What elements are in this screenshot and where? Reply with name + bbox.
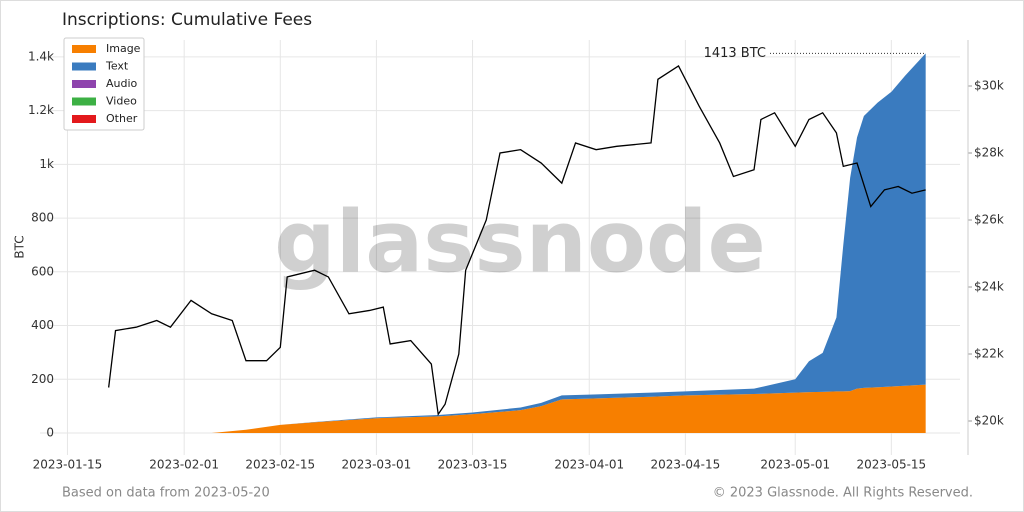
y2-tick-label: $28k (974, 145, 1004, 159)
x-tick-label: 2023-04-01 (554, 458, 624, 472)
y-tick-label: 1.4k (28, 49, 54, 63)
legend-swatch (72, 62, 96, 71)
legend-swatch (72, 97, 96, 106)
y2-tick-label: $20k (974, 413, 1004, 427)
legend-label: Other (106, 112, 138, 125)
y-tick-label: 800 (31, 211, 54, 225)
y-axis-label: BTC (13, 235, 27, 258)
legend-label: Video (106, 95, 137, 108)
y-tick-label: 400 (31, 318, 54, 332)
watermark: glassnode (274, 192, 766, 292)
y-tick-label: 0 (46, 425, 54, 439)
y2-tick-label: $30k (974, 78, 1004, 92)
legend: Image Text Audio Video Other (63, 37, 145, 131)
source-note: Based on data from 2023-05-20 (62, 486, 270, 501)
price-line (108, 64, 926, 417)
legend-swatch (72, 45, 96, 53)
legend-box (63, 37, 145, 131)
area (211, 384, 926, 433)
x-tick-label: 2023-03-01 (342, 458, 412, 472)
y2-tick-label: $26k (974, 212, 1004, 226)
legend-swatch (72, 80, 96, 88)
y2-tick-label: $22k (974, 346, 1004, 360)
x-tick-label: 2023-05-01 (760, 458, 830, 472)
x-tick-label: 2023-03-15 (438, 458, 508, 472)
x-tick-label: 2023-05-15 (856, 458, 926, 472)
legend-label: Audio (106, 77, 138, 90)
y-tick-label: 600 (31, 264, 54, 278)
x-tick-label: 2023-04-15 (650, 458, 720, 472)
y2-tick-label: $24k (974, 279, 1004, 293)
x-tick-label: 2023-01-15 (33, 458, 103, 472)
y-tick-label: 1.2k (28, 103, 54, 117)
legend-swatch (72, 115, 96, 123)
y-tick-label: 1k (39, 157, 54, 171)
annotation: 1413 BTC (704, 46, 766, 61)
legend-label: Image (106, 42, 141, 55)
copyright: © 2023 Glassnode. All Rights Reserved. (713, 486, 973, 501)
legend-label: Text (105, 60, 129, 73)
chart-title: Inscriptions: Cumulative Fees (62, 10, 312, 30)
x-tick-label: 2023-02-01 (149, 458, 219, 472)
x-tick-label: 2023-02-15 (245, 458, 315, 472)
y-tick-label: 200 (31, 372, 54, 386)
